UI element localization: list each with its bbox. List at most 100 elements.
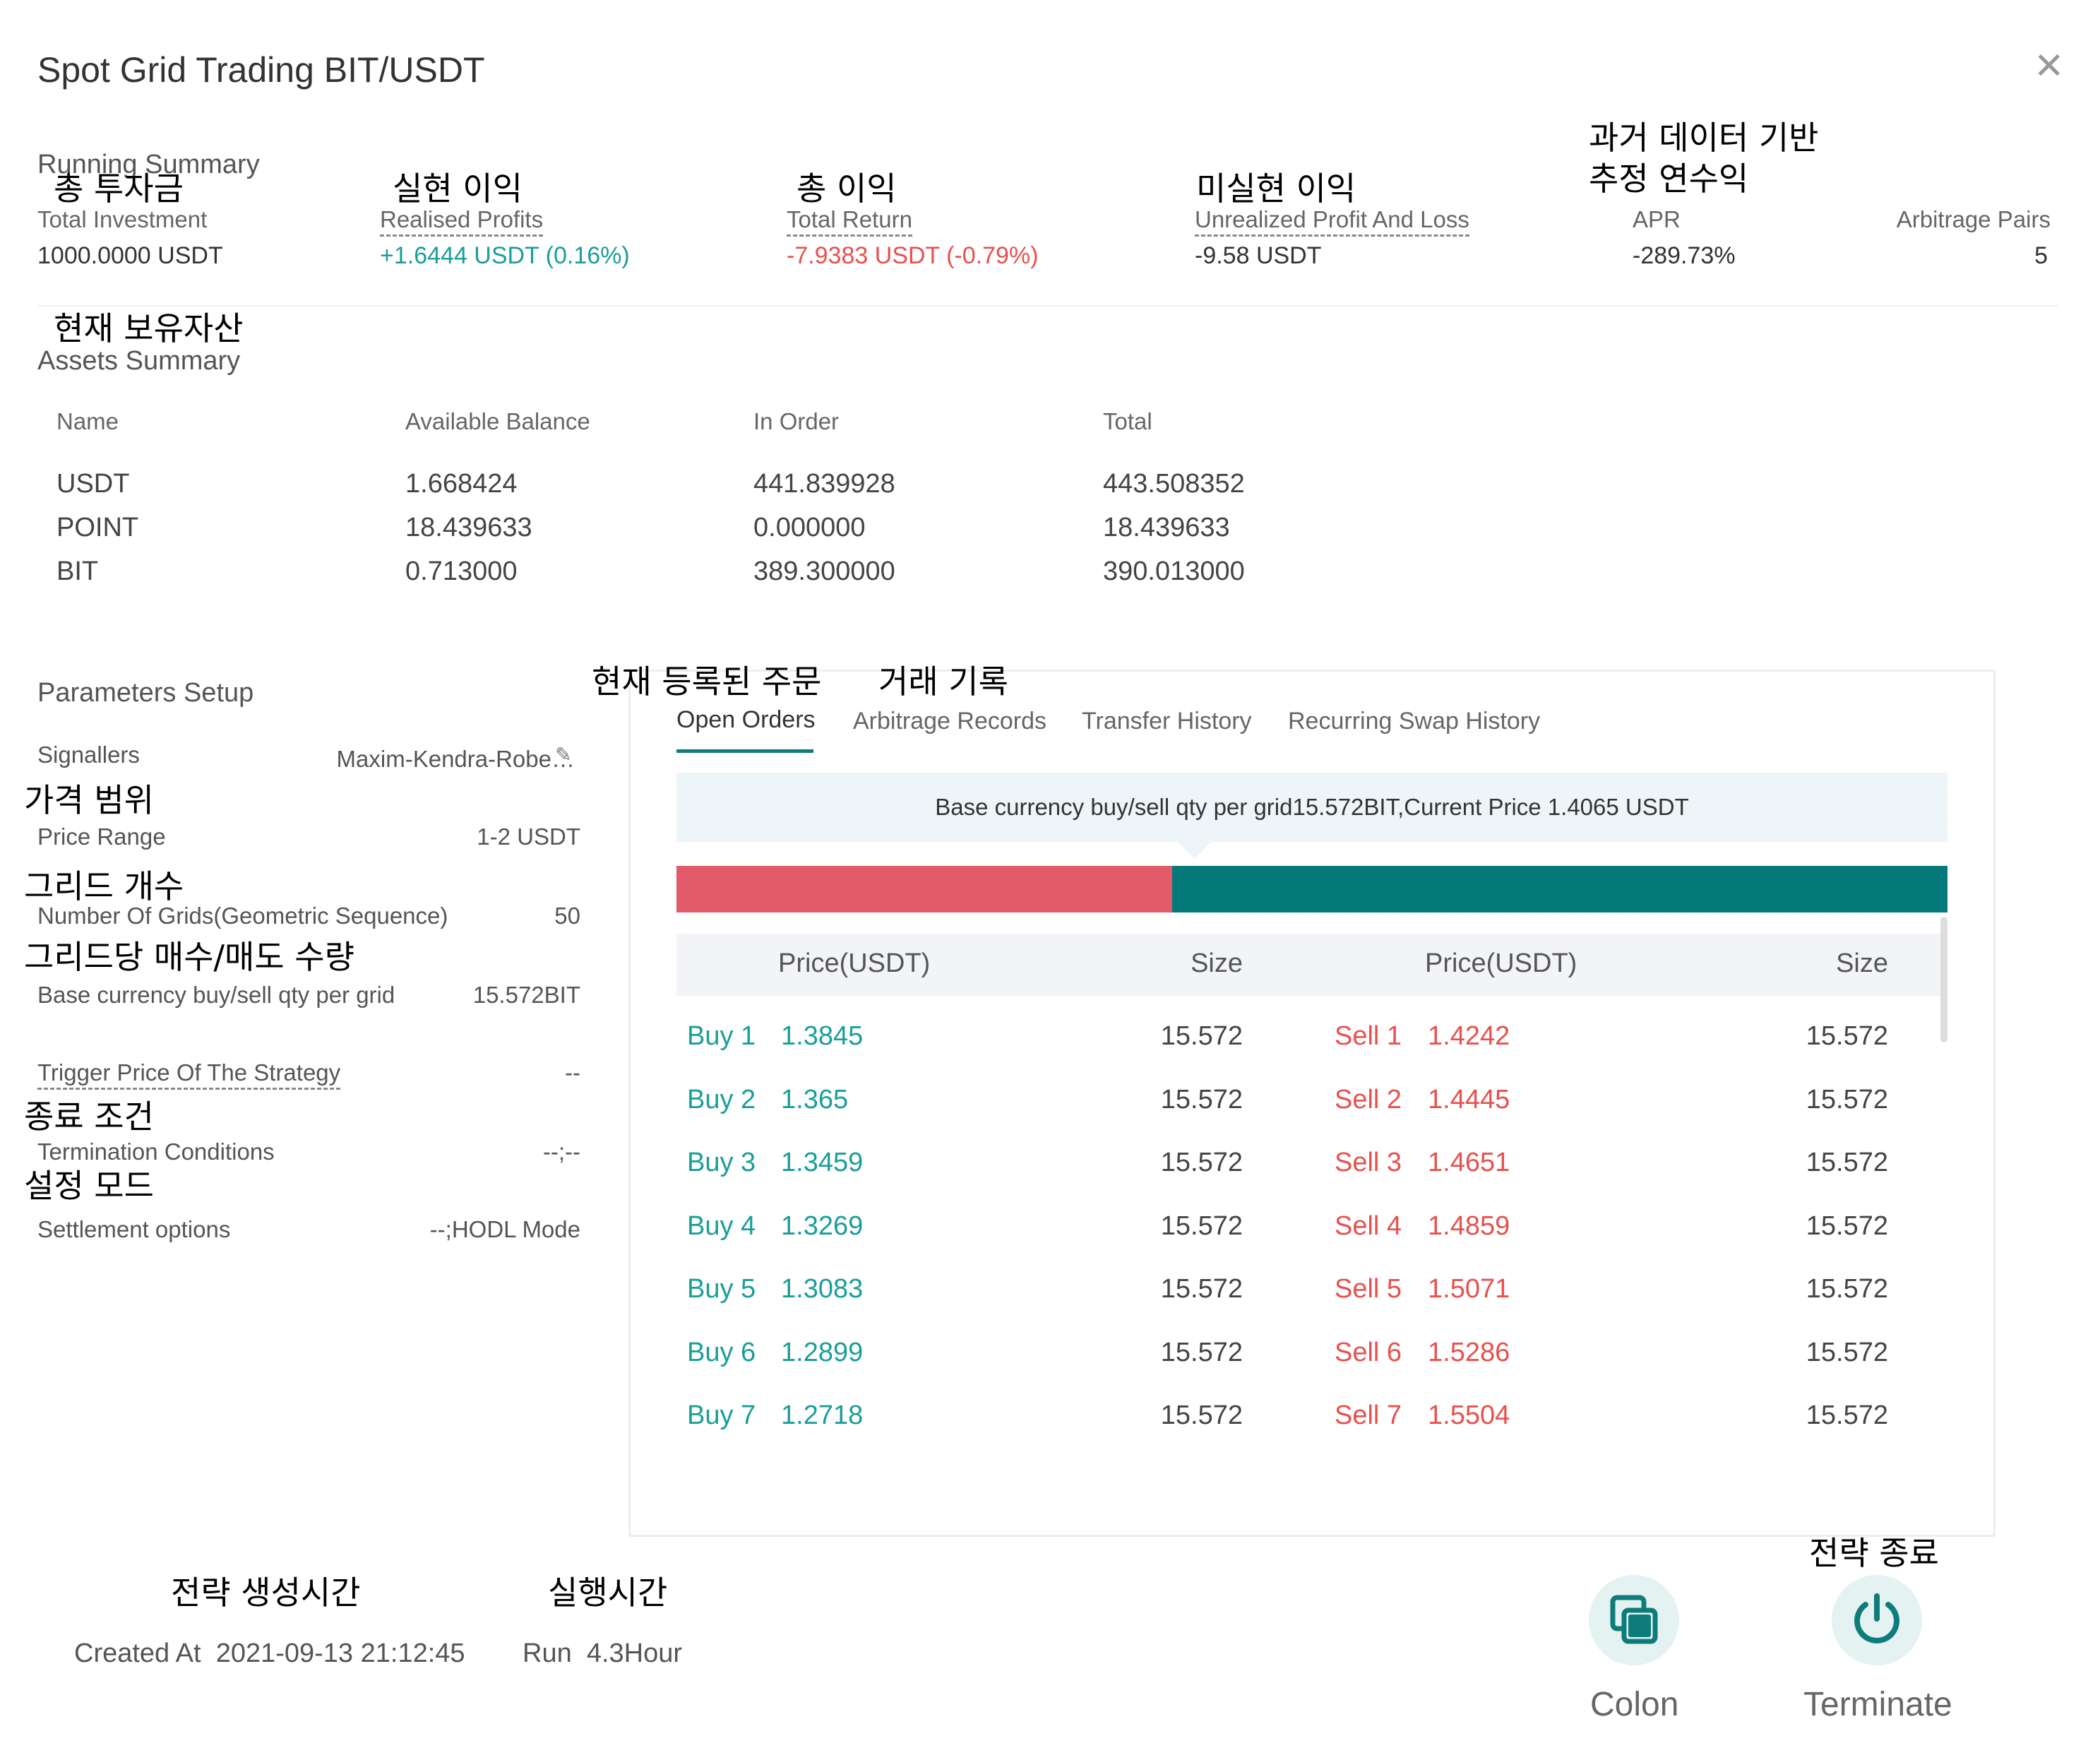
edit-icon[interactable]: ✎	[555, 744, 572, 766]
sell-label: Sell 7	[1335, 1401, 1402, 1430]
close-icon[interactable]: ✕	[2034, 46, 2065, 87]
annotation-price-range: 가격 범위	[24, 781, 154, 819]
sell-size: 15.572	[1806, 1274, 1888, 1304]
sell-price: 1.5071	[1428, 1274, 1510, 1304]
asset-name: USDT	[56, 469, 130, 499]
colon-label[interactable]: Colon	[1590, 1686, 1679, 1723]
price-range-value: 1-2 USDT	[477, 824, 580, 850]
run-time: Run 4.3Hour	[523, 1639, 682, 1669]
apr-value: -289.73%	[1633, 242, 1736, 269]
buy-size: 15.572	[1160, 1148, 1243, 1177]
buy-price: 1.2718	[781, 1401, 864, 1430]
assets-header-in-order: In Order	[753, 408, 840, 434]
parameters-title: Parameters Setup	[37, 678, 254, 708]
trigger-label[interactable]: Trigger Price Of The Strategy	[37, 1059, 341, 1090]
buy-label: Buy 1	[687, 1021, 756, 1051]
sell-size: 15.572	[1806, 1401, 1888, 1430]
asset-in-order: 441.839928	[753, 469, 895, 499]
sell-price: 1.5286	[1428, 1338, 1510, 1367]
signallers-label: Signallers	[37, 742, 140, 768]
sell-size: 15.572	[1806, 1021, 1888, 1051]
apr-label: APR	[1633, 206, 1681, 232]
asset-in-order: 0.000000	[753, 513, 866, 542]
signallers-value: Maxim-Kendra-Robe…	[336, 746, 575, 772]
sell-size: 15.572	[1806, 1148, 1888, 1177]
total-investment-label: Total Investment	[37, 206, 208, 232]
buy-label: Buy 6	[687, 1338, 756, 1367]
assets-summary-title: Assets Summary	[37, 346, 241, 376]
buy-price: 1.3083	[781, 1274, 864, 1304]
trigger-value: --	[565, 1059, 580, 1086]
qty-value: 15.572BIT	[472, 982, 580, 1008]
sell-price: 1.4242	[1428, 1021, 1510, 1051]
realised-profits-label[interactable]: Realised Profits	[380, 206, 544, 237]
header-buy-size: Size	[1191, 949, 1243, 978]
current-price-pointer	[1178, 842, 1212, 859]
annotation-total-return: 총 이익	[797, 170, 897, 208]
termination-label: Termination Conditions	[37, 1138, 275, 1165]
buy-size: 15.572	[1160, 1211, 1243, 1241]
buy-size: 15.572	[1160, 1401, 1243, 1430]
tab-underline	[676, 749, 813, 753]
assets-header-name: Name	[56, 408, 119, 434]
tab-open-orders[interactable]: Open Orders	[676, 706, 816, 733]
tab-transfer-history[interactable]: Transfer History	[1082, 708, 1252, 735]
buy-size: 15.572	[1160, 1021, 1243, 1051]
sell-price: 1.4651	[1428, 1148, 1510, 1177]
buy-price: 1.2899	[781, 1338, 864, 1367]
asset-available: 1.668424	[405, 469, 518, 499]
annotation-total-investment: 총 투자금	[54, 170, 184, 208]
colon-button[interactable]	[1589, 1575, 1679, 1665]
buy-size: 15.572	[1160, 1338, 1243, 1367]
qty-label: Base currency buy/sell qty per grid	[37, 982, 395, 1008]
asset-available: 18.439633	[405, 513, 532, 542]
total-return-value: -7.9383 USDT (-0.79%)	[787, 242, 1039, 269]
total-return-label[interactable]: Total Return	[787, 206, 912, 237]
run-label: Run	[523, 1639, 572, 1668]
asset-total: 390.013000	[1103, 557, 1245, 586]
grids-value: 50	[554, 903, 580, 929]
arbitrage-pairs-label: Arbitrage Pairs	[1896, 206, 2051, 232]
terminate-button[interactable]	[1832, 1575, 1922, 1665]
run-value: 4.3Hour	[586, 1639, 683, 1668]
assets-header-available: Available Balance	[405, 408, 590, 434]
header-sell-price: Price(USDT)	[1425, 949, 1577, 978]
sell-label: Sell 3	[1335, 1148, 1402, 1177]
asset-total: 18.439633	[1103, 513, 1230, 542]
buy-size: 15.572	[1160, 1274, 1243, 1304]
unrealized-value: -9.58 USDT	[1195, 242, 1322, 269]
unrealized-label[interactable]: Unrealized Profit And Loss	[1195, 206, 1469, 237]
terminate-label[interactable]: Terminate	[1803, 1686, 1952, 1723]
sell-size: 15.572	[1806, 1085, 1888, 1114]
buy-label: Buy 5	[687, 1274, 756, 1304]
created-at: Created At 2021-09-13 21:12:45	[74, 1639, 465, 1669]
power-icon	[1854, 1593, 1899, 1643]
buy-label: Buy 2	[687, 1085, 756, 1114]
annotation-realised-profits: 실현 이익	[393, 170, 523, 208]
tab-recurring-swap-history[interactable]: Recurring Swap History	[1288, 708, 1541, 735]
buy-label: Buy 7	[687, 1401, 756, 1430]
grid-info-text: Base currency buy/sell qty per grid15.57…	[935, 794, 1689, 820]
running-summary-title: Running Summary	[37, 150, 260, 179]
buy-price: 1.3269	[781, 1211, 864, 1241]
sell-price: 1.4445	[1428, 1085, 1510, 1114]
tab-arbitrage-records[interactable]: Arbitrage Records	[853, 708, 1047, 735]
annotation-termination: 종료 조건	[24, 1098, 154, 1136]
orders-table-header	[676, 934, 1940, 996]
assets-header-total: Total	[1103, 408, 1152, 434]
orders-scrollbar[interactable]	[1940, 917, 1947, 1042]
header-sell-size: Size	[1836, 949, 1888, 978]
settlement-value: --;HODL Mode	[429, 1216, 580, 1242]
page-title: Spot Grid Trading BIT/USDT	[37, 50, 485, 90]
buy-price: 1.365	[781, 1085, 849, 1114]
termination-value: --;--	[542, 1138, 580, 1165]
asset-available: 0.713000	[405, 557, 518, 586]
created-at-value: 2021-09-13 21:12:45	[215, 1639, 465, 1668]
arbitrage-pairs-value: 5	[2034, 242, 2048, 269]
sell-price: 1.5504	[1428, 1401, 1510, 1430]
total-investment-value: 1000.0000 USDT	[37, 242, 223, 269]
price-range-label: Price Range	[37, 824, 166, 850]
settlement-label: Settlement options	[37, 1216, 231, 1242]
sell-label: Sell 2	[1335, 1085, 1402, 1114]
annotation-created: 전략 생성시간	[171, 1574, 361, 1612]
